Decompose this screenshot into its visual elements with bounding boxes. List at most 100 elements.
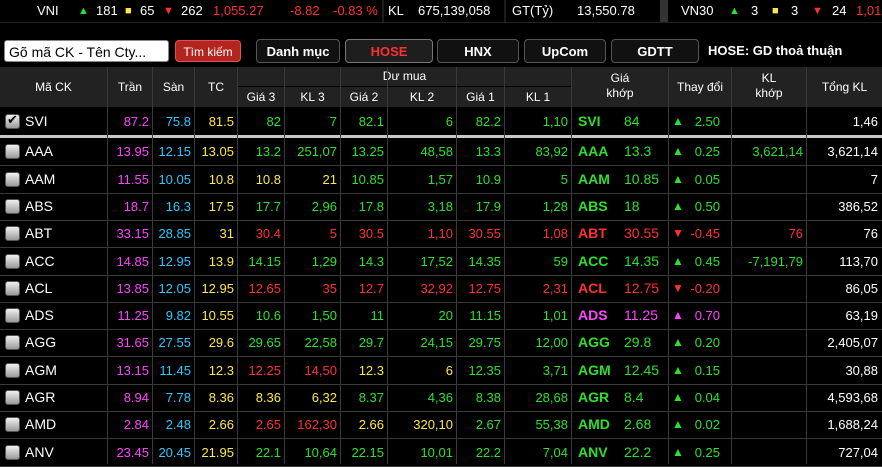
cell-v3: 7 — [329, 114, 337, 129]
tab-danh-muc[interactable]: Danh mục — [256, 39, 340, 63]
column-divider — [340, 67, 341, 464]
kl-label: KL — [388, 3, 404, 18]
col-header-price1[interactable]: Giá 1 — [457, 87, 504, 107]
col-header-ceiling[interactable]: Trần — [108, 67, 152, 107]
row-checkbox[interactable] — [5, 308, 20, 324]
col-header-match-volume[interactable]: KL khớp — [732, 67, 806, 107]
cell-p3: 10.8 — [255, 171, 281, 187]
cell-v3: 251,07 — [297, 144, 337, 160]
col-header-price2[interactable]: Giá 2 — [341, 87, 387, 107]
col-header-floor[interactable]: Sàn — [153, 67, 194, 107]
stock-code[interactable]: ABS — [25, 197, 54, 214]
row-checkbox[interactable] — [5, 335, 20, 351]
up-arrow-icon: ▲ — [78, 5, 89, 17]
cell-v1: 2,31 — [542, 280, 568, 296]
col-header-vol2[interactable]: KL 2 — [388, 87, 456, 107]
match-code: ADS — [578, 307, 608, 324]
stock-code[interactable]: AGR — [25, 389, 56, 405]
match-price: 84 — [624, 113, 640, 129]
match-price: 11.25 — [624, 307, 658, 324]
cell-p1: 30.55 — [468, 226, 501, 242]
col-header-code[interactable]: Mã CK — [0, 67, 107, 107]
match-price: 12.45 — [624, 361, 660, 378]
row-checkbox[interactable] — [5, 112, 20, 129]
col-header-match-price[interactable]: Giá khớp — [572, 67, 668, 107]
stock-code[interactable]: ADS — [25, 307, 54, 324]
cell-mvol — [732, 439, 807, 466]
cell-floor: 11.45 — [159, 362, 191, 378]
stock-code[interactable]: AGM — [25, 361, 57, 378]
stock-code[interactable]: ABT — [25, 225, 53, 242]
change-value: -0.20 — [690, 280, 720, 296]
match-price-line1: Giá — [610, 71, 630, 85]
cell-v2: 20 — [438, 308, 453, 324]
vni-index-value: 1,055.27 — [213, 3, 264, 18]
row-checkbox[interactable] — [5, 253, 20, 269]
cell-mvol — [732, 357, 807, 384]
col-header-change[interactable]: Thay đổi — [669, 67, 731, 107]
stock-code[interactable]: ACC — [25, 252, 55, 269]
cell-v2: 1,57 — [427, 171, 453, 187]
cell-p3: 82 — [266, 114, 281, 129]
stock-code[interactable]: AMD — [25, 416, 57, 433]
cell-ref: 81.5 — [208, 114, 234, 129]
up-arrow-icon: ▲ — [672, 198, 684, 213]
cell-v2: 1,10 — [427, 226, 453, 242]
vn30-index-value: 1,01 — [856, 3, 882, 18]
match-price: 14.35 — [624, 252, 660, 269]
match-code: AMD — [578, 416, 610, 433]
col-header-total-volume[interactable]: Tổng KL — [807, 67, 882, 107]
stock-code[interactable]: AAA — [25, 143, 54, 160]
match-code: SVI — [578, 113, 601, 129]
row-checkbox[interactable] — [5, 390, 20, 405]
col-header-price3[interactable]: Giá 3 — [238, 87, 284, 107]
cell-v2: 6 — [445, 362, 453, 378]
match-code: AGG — [578, 334, 610, 351]
row-divider — [0, 411, 882, 412]
tab-upcom[interactable]: UpCom — [524, 39, 606, 63]
cell-v1: 12,00 — [535, 335, 568, 351]
row-checkbox[interactable] — [5, 226, 20, 242]
cell-ref: 21.95 — [201, 444, 234, 460]
row-checkbox[interactable] — [5, 280, 20, 296]
tab-hose[interactable]: HOSE — [345, 39, 433, 63]
up-arrow-icon: ▲ — [672, 144, 684, 159]
down-arrow-icon: ▼ — [672, 280, 684, 295]
search-input[interactable]: Gõ mã CK - Tên Cty... — [4, 40, 169, 62]
row-checkbox[interactable] — [5, 362, 20, 378]
row-checkbox[interactable] — [5, 171, 20, 187]
cell-ceil: 14.85 — [116, 253, 149, 269]
row-checkbox[interactable] — [5, 444, 20, 460]
col-header-reference[interactable]: TC — [195, 67, 237, 107]
stock-code[interactable]: AAM — [25, 170, 56, 187]
cell-floor: 75.8 — [165, 114, 191, 129]
stock-code[interactable]: ANV — [25, 443, 54, 460]
gt-label: GT(Tỷ) — [512, 3, 554, 18]
change-value: 0.25 — [694, 444, 720, 460]
row-checkbox[interactable] — [5, 198, 20, 214]
tab-hnx[interactable]: HNX — [437, 39, 519, 63]
cell-v3: 162,30 — [297, 417, 337, 433]
up-arrow-icon: ▲ — [672, 308, 684, 323]
cell-ref: 2.66 — [208, 417, 234, 433]
cell-total: 727,04 — [838, 444, 878, 460]
cell-p3: 14.15 — [248, 253, 281, 269]
row-checkbox[interactable] — [5, 144, 20, 160]
stock-code[interactable]: AGG — [25, 334, 57, 351]
row-divider — [0, 438, 882, 440]
cell-floor: 9.82 — [165, 308, 191, 324]
cell-ceil: 13.15 — [116, 362, 149, 378]
search-button[interactable]: Tìm kiếm — [175, 40, 241, 62]
cell-total: 1,46 — [852, 114, 878, 129]
stock-code[interactable]: SVI — [25, 113, 48, 129]
col-header-vol1[interactable]: KL 1 — [505, 87, 571, 107]
stock-code[interactable]: ACL — [25, 279, 53, 296]
cell-v1: 55,38 — [535, 417, 568, 433]
cell-p1: 14.35 — [468, 253, 501, 269]
col-header-vol3[interactable]: KL 3 — [285, 87, 340, 107]
cell-total: 30,88 — [845, 362, 878, 378]
row-checkbox[interactable] — [5, 417, 20, 433]
change-value: 0.04 — [694, 390, 720, 405]
cell-v2: 3,18 — [427, 198, 453, 214]
tab-gdtt[interactable]: GDTT — [611, 39, 699, 63]
